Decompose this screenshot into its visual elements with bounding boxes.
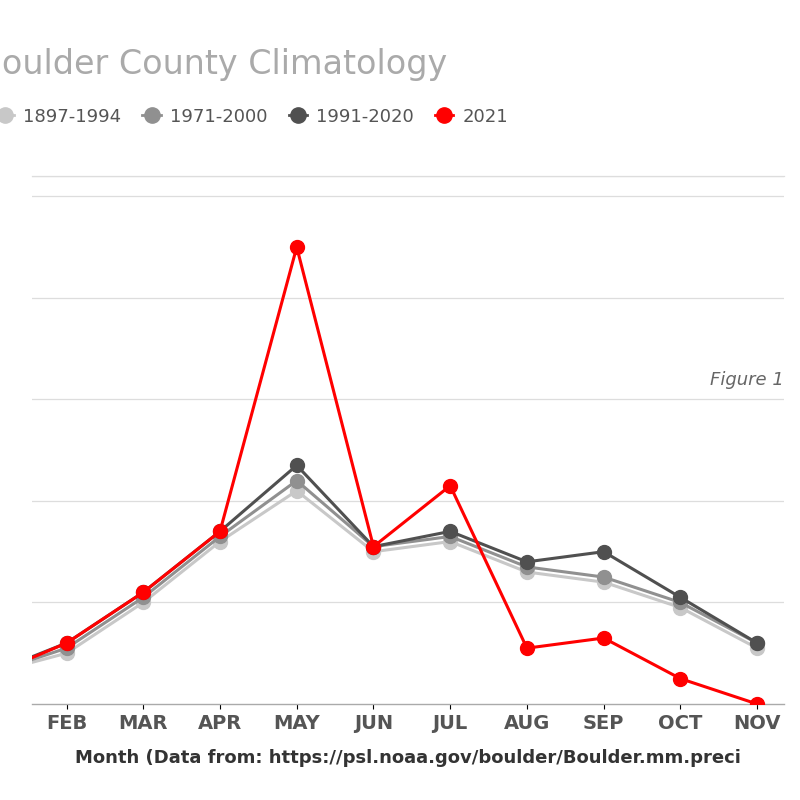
Text: Figure 1: Figure 1: [710, 371, 784, 390]
Legend: 1897-1994, 1971-2000, 1991-2020, 2021: 1897-1994, 1971-2000, 1991-2020, 2021: [0, 101, 515, 133]
X-axis label: Month (Data from: https://psl.noaa.gov/boulder/Boulder.mm.preci: Month (Data from: https://psl.noaa.gov/b…: [75, 750, 741, 767]
Text: Boulder County Climatology: Boulder County Climatology: [0, 48, 448, 81]
